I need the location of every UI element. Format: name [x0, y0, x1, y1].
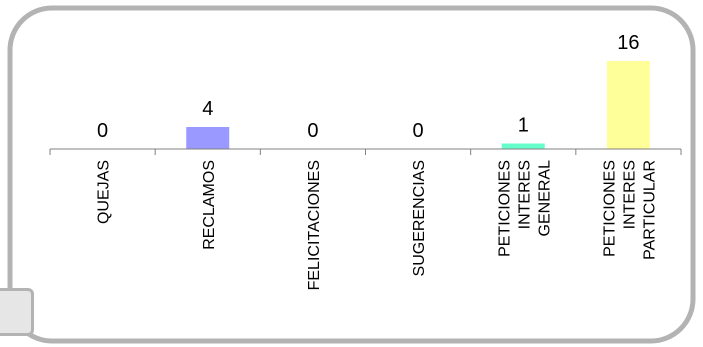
category-label: SUGERENCIAS	[411, 160, 428, 276]
labels-layer: 0 QUEJAS 4 RECLAMOS 0 FELICITACIONES 0 SUGERENC…	[96, 32, 659, 290]
ticks-layer	[49, 149, 682, 155]
corner-tab	[0, 288, 34, 336]
bar-value-label: 0	[413, 120, 424, 142]
category-label: QUEJAS	[96, 160, 113, 224]
category-label-line: FELICITACIONES	[306, 160, 323, 290]
bar	[186, 127, 230, 149]
category-label-line: INTERES	[621, 160, 638, 229]
category-label-line: PETICIONES	[496, 160, 513, 257]
chart-border	[7, 5, 696, 344]
bar	[501, 143, 545, 149]
category-label-line: QUEJAS	[96, 160, 113, 224]
category-label: FELICITACIONES	[306, 160, 323, 290]
category-label-line: RECLAMOS	[201, 160, 218, 250]
bar	[606, 61, 650, 149]
category-label: RECLAMOS	[201, 160, 218, 250]
bar-value-label: 16	[617, 32, 639, 54]
category-label: PETICIONES INTERES PARTICULAR	[601, 160, 658, 260]
category-label: PETICIONES INTERES GENERAL	[496, 160, 553, 257]
category-label-line: SUGERENCIAS	[411, 160, 428, 276]
bars-layer	[186, 61, 650, 149]
category-label-line: PARTICULAR	[641, 160, 658, 260]
category-label-line: INTERES	[516, 160, 533, 229]
category-label-line: GENERAL	[536, 160, 553, 237]
bar-value-label: 0	[97, 120, 108, 142]
bar-value-label: 1	[518, 115, 529, 137]
category-label-line: PETICIONES	[601, 160, 618, 257]
bar-value-label: 0	[307, 120, 318, 142]
bar-value-label: 4	[202, 98, 213, 120]
